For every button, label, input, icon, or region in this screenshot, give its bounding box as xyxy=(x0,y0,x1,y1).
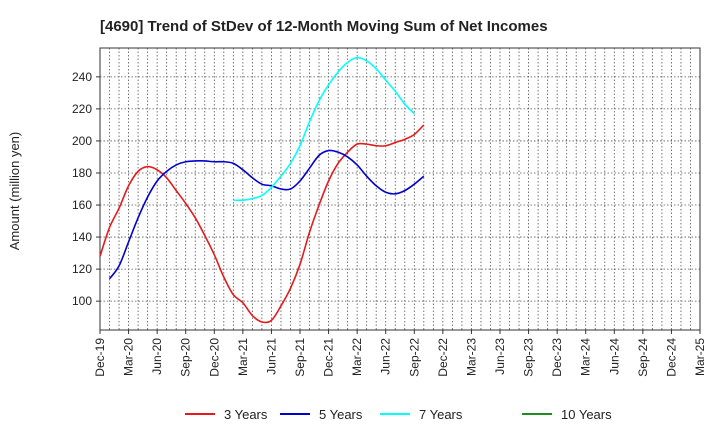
legend-label: 3 Years xyxy=(224,407,268,422)
y-axis-label: Amount (million yen) xyxy=(7,132,22,251)
x-tick-label: Dec-19 xyxy=(93,338,107,377)
x-tick-label: Mar-20 xyxy=(122,338,136,376)
x-tick-label: Jun-22 xyxy=(379,338,393,375)
x-tick-label: Mar-25 xyxy=(693,338,707,376)
grid-lines xyxy=(100,48,700,330)
series-line-5-years xyxy=(108,149,425,280)
x-tick-label: Jun-24 xyxy=(607,338,621,375)
x-tick-label: Dec-21 xyxy=(322,338,336,377)
x-tick-label: Sep-24 xyxy=(636,338,650,377)
x-tick-label: Mar-24 xyxy=(579,338,593,376)
x-tick-label: Dec-22 xyxy=(436,338,450,377)
y-tick-label: 180 xyxy=(72,166,92,180)
legend-item-3-years: 3 Years xyxy=(185,407,268,422)
x-tick-label: Jun-20 xyxy=(150,338,164,375)
series-line-3-years xyxy=(99,124,425,324)
x-tick-label: Jun-23 xyxy=(493,338,507,375)
x-tick-label: Sep-22 xyxy=(407,338,421,377)
legend-item-10-years: 10 Years xyxy=(522,407,612,422)
x-tick-label: Dec-24 xyxy=(664,338,678,377)
y-tick-label: 100 xyxy=(72,294,92,308)
legend-label: 10 Years xyxy=(561,407,612,422)
x-tick-label: Mar-21 xyxy=(236,338,250,376)
x-tick-label: Sep-23 xyxy=(522,338,536,377)
y-tick-label: 120 xyxy=(72,262,92,276)
plot-frame xyxy=(99,47,701,331)
legend-label: 7 Years xyxy=(419,407,463,422)
x-tick-label: Dec-20 xyxy=(207,338,221,377)
legend: 3 Years 5 Years 7 Years 10 Years xyxy=(185,407,612,422)
chart-title: [4690] Trend of StDev of 12-Month Moving… xyxy=(100,18,548,35)
legend-label: 5 Years xyxy=(319,407,363,422)
y-tick-label: 240 xyxy=(72,70,92,84)
x-tick-label: Sep-21 xyxy=(293,338,307,377)
x-tick-label: Dec-23 xyxy=(550,338,564,377)
y-tick-label: 160 xyxy=(72,198,92,212)
x-tick-label: Mar-23 xyxy=(464,338,478,376)
plot-area: 100 120 140 160 180 200 220 240 Dec-19 Mar-20 Jun-… xyxy=(72,47,707,377)
y-tick-label: 140 xyxy=(72,230,92,244)
y-tick-label: 200 xyxy=(72,134,92,148)
series-line-7-years xyxy=(233,56,415,202)
legend-item-5-years: 5 Years xyxy=(280,407,363,422)
y-tick-label: 220 xyxy=(72,102,92,116)
x-tick-label: Jun-21 xyxy=(264,338,278,375)
x-tick-label: Mar-22 xyxy=(350,338,364,376)
x-tick-label: Sep-20 xyxy=(179,338,193,377)
legend-item-7-years: 7 Years xyxy=(380,407,463,422)
